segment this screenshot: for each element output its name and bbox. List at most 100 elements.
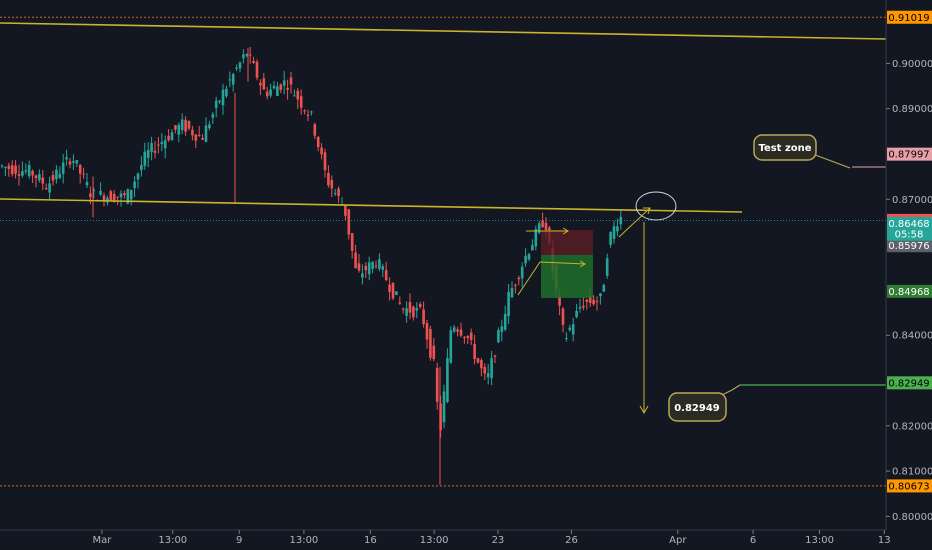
price-tick-label: 0.81000	[892, 467, 932, 478]
price-tag-text: 0.82949	[888, 378, 929, 389]
time-tick-label: 6	[750, 535, 756, 546]
candle-body	[225, 88, 228, 97]
candle-body	[588, 295, 592, 303]
candle-body	[102, 195, 106, 202]
candle-body	[85, 181, 89, 186]
candle-body	[459, 329, 463, 336]
candle-body	[303, 110, 306, 112]
candle-body	[463, 336, 466, 338]
target-arrow-head	[639, 405, 649, 415]
candle-body	[313, 124, 317, 136]
candle-body	[497, 330, 500, 343]
bar-countdown-text: 05:58	[895, 230, 924, 241]
candle-body	[517, 277, 521, 280]
candle-body	[180, 119, 184, 131]
candle-body	[514, 284, 517, 286]
candle-body	[510, 288, 514, 298]
candle-body	[605, 258, 609, 276]
lower-trendline[interactable]	[0, 198, 743, 213]
price-tag	[887, 479, 932, 493]
candle-body	[422, 309, 425, 325]
candle-body	[160, 141, 164, 145]
price-tag	[887, 10, 932, 24]
short-position-target-zone[interactable]	[541, 255, 593, 298]
candle-body	[48, 183, 51, 193]
candle-body	[269, 89, 272, 96]
candle-body	[405, 308, 408, 316]
candle-body	[99, 190, 102, 195]
retest-arrow	[618, 207, 651, 238]
candle-body	[255, 61, 259, 78]
drawings: Test zone 0.82949	[0, 22, 887, 422]
candle-body	[388, 284, 391, 292]
candle-body	[527, 253, 531, 260]
candle-body	[248, 54, 252, 56]
test-zone-callout[interactable]	[753, 134, 817, 161]
price-tag-text: 0.86468	[888, 219, 929, 230]
time-tick-label: Apr	[669, 535, 687, 546]
candle-body	[38, 173, 41, 181]
candle-body	[541, 220, 544, 228]
candle-body	[565, 338, 568, 340]
time-tick-label: 13:00	[805, 535, 834, 546]
time-tick-label: 9	[236, 535, 242, 546]
candle-body	[146, 149, 150, 158]
target-callout-text: 0.82949	[674, 403, 720, 414]
price-tick-label: 0.87000	[892, 195, 932, 206]
candle-body	[262, 78, 266, 90]
candle-body	[306, 114, 310, 116]
retest-arrow-head	[643, 207, 651, 215]
candle-body	[231, 73, 235, 85]
upper-trendline[interactable]	[0, 22, 887, 40]
target-callout[interactable]	[668, 392, 727, 422]
candle-body	[170, 132, 174, 141]
candle-body	[609, 232, 612, 245]
candle-body	[201, 138, 204, 140]
price-tick-label: 0.80000	[892, 512, 932, 523]
candle-body	[27, 165, 31, 177]
candle-body	[398, 302, 402, 304]
price-tick-label: 0.84000	[892, 331, 932, 342]
candle-body	[442, 391, 446, 423]
candle-body	[265, 91, 269, 97]
candle-body	[92, 189, 96, 191]
candle-body	[364, 265, 368, 271]
candle-body	[415, 307, 419, 311]
candle-body	[456, 329, 459, 332]
candle-body	[344, 205, 347, 216]
price-tag	[887, 284, 932, 298]
price-axis[interactable]	[886, 0, 932, 530]
candle-body	[310, 111, 313, 113]
candle-body	[177, 124, 181, 135]
candle-body	[296, 90, 300, 100]
candle-body	[24, 170, 28, 172]
candle-body	[503, 313, 507, 330]
candle-body	[384, 270, 388, 281]
candle-body	[391, 282, 395, 299]
candle-body	[184, 119, 187, 132]
projection-path	[517, 261, 586, 296]
candle-body	[153, 150, 157, 153]
candle-body	[493, 355, 497, 357]
candle-body	[82, 173, 85, 175]
candle-body	[435, 368, 439, 402]
candle-body	[599, 293, 602, 297]
candle-body	[347, 209, 351, 235]
candle-body	[34, 175, 38, 179]
candle-body	[197, 134, 201, 136]
candle-body	[157, 144, 160, 146]
price-tag-text: 0.87997	[888, 150, 929, 161]
bar-countdown	[887, 227, 932, 241]
short-path-arrow-head	[562, 227, 569, 235]
candle-body	[187, 121, 191, 129]
retest-circle[interactable]	[635, 191, 677, 221]
candle-body	[534, 229, 538, 247]
price-tick-label: 0.89000	[892, 104, 932, 115]
price-tag	[887, 239, 932, 253]
time-axis[interactable]	[0, 530, 886, 550]
short-position-stop-zone[interactable]	[541, 230, 593, 255]
candle-body	[129, 189, 133, 200]
candle-body	[41, 177, 45, 184]
